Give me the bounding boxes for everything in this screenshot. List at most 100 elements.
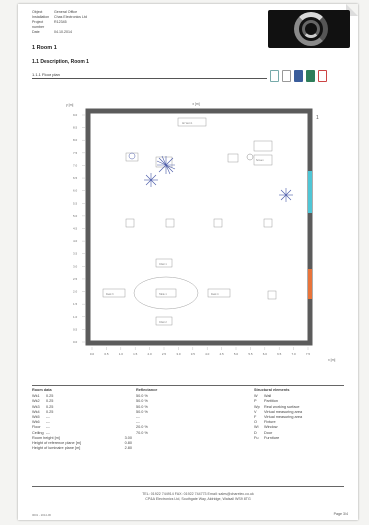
reflectance: Reflectance 50.0 % 50.0 % 50.0 % 50.0 % --- -… bbox=[136, 388, 216, 436]
structural-row: F Virtual measuring area bbox=[254, 415, 303, 420]
y-tick-label: 2.5 bbox=[73, 277, 78, 281]
x-tick-labels: 0.0 0.5 1.0 1.5 2.0 2.5 3.0 3.5 4.0 4.5 5.0 5.5 6.0 6… bbox=[90, 347, 310, 356]
structural-row: V Virtual measuring area bbox=[254, 409, 303, 414]
window bbox=[308, 171, 312, 213]
x-tick-label: 1.5 bbox=[133, 352, 138, 356]
chair-1 bbox=[155, 258, 173, 268]
desk-3 bbox=[102, 288, 126, 298]
plot-corner-label: 1 bbox=[316, 115, 319, 121]
y-tick-label: 9.0 bbox=[73, 113, 78, 117]
pc-3 bbox=[263, 218, 273, 228]
contact-block: TEL: 01922 744914 FAX: 01922 744773 Emai… bbox=[142, 492, 254, 501]
structural-row: Fu Furniture bbox=[254, 435, 280, 440]
reflectance-value: 50.0 % bbox=[136, 394, 148, 399]
structural-row: D Door bbox=[254, 430, 273, 435]
screen bbox=[253, 154, 273, 166]
chair-1-label: Chair 1 bbox=[159, 263, 167, 266]
x-tick-label: 3.5 bbox=[191, 352, 196, 356]
structural-row: W Wall bbox=[254, 394, 272, 399]
y-tick-label: 1.0 bbox=[73, 315, 78, 319]
project-meta: Object General Office Installation Chas El… bbox=[32, 10, 87, 34]
chair-3 bbox=[125, 218, 135, 228]
desk-4 bbox=[207, 288, 231, 298]
reflectance-value: --- bbox=[136, 415, 140, 420]
y-tick-label: 8.5 bbox=[73, 126, 78, 130]
room-data: Room data Wk1 0.25 Wk2 0.25 Wk3 0.25 Wk4 0.25 Wk… bbox=[32, 388, 132, 451]
reflectance-value: 70.0 % bbox=[136, 430, 148, 435]
y-tick-label: 7.0 bbox=[73, 163, 78, 167]
x-tick-label: 2.5 bbox=[162, 352, 167, 356]
desk-4-label: Desk 4 bbox=[211, 293, 219, 296]
x-tick-label: 4.0 bbox=[205, 352, 210, 356]
x-tick-label: 6.0 bbox=[263, 352, 268, 356]
y-tick-label: 7.5 bbox=[73, 151, 78, 155]
reflectance-value: 50.0 % bbox=[136, 409, 148, 414]
y-tick-labels: 9.0 8.5 8.0 7.5 7.0 6.5 6.0 5.5 5.0 4.5 4.0 3.5 3.0 2… bbox=[73, 113, 85, 344]
y-tick-label: 6.5 bbox=[73, 176, 78, 180]
x-tick-label: 0.0 bbox=[90, 352, 95, 356]
table-label: Table 1 bbox=[159, 293, 167, 296]
room-data-row: Wk4 0.25 bbox=[32, 409, 54, 414]
air-vent-label: Air Vent 1 bbox=[182, 122, 193, 125]
subsection-heading: 1.1 Description, Room 1 bbox=[32, 59, 89, 65]
footer-reference: 0001 - 2014-06 bbox=[32, 513, 51, 517]
room-data-row: Wk5 --- bbox=[32, 415, 50, 420]
y-tick-label: 0.0 bbox=[73, 340, 78, 344]
structural-elements: Structural elements W Wall P Partition Wp Rea… bbox=[254, 388, 354, 441]
plot-left-label: y [m] bbox=[66, 103, 73, 107]
y-tick-label: 3.0 bbox=[73, 264, 78, 268]
room-data-row: Wk6 --- bbox=[32, 420, 50, 425]
room-data-row: Ceiling --- bbox=[32, 430, 50, 435]
y-tick-label: 0.5 bbox=[73, 327, 78, 331]
meeting-table bbox=[133, 276, 199, 310]
x-tick-label: 3.0 bbox=[176, 352, 181, 356]
table-divider bbox=[32, 385, 344, 386]
desk-1 bbox=[125, 152, 139, 162]
company-logo bbox=[268, 10, 350, 48]
y-tick-label: 8.0 bbox=[73, 138, 78, 142]
y-tick-label: 3.5 bbox=[73, 252, 78, 256]
logo-inner-ring bbox=[302, 20, 320, 38]
x-tick-label: 7.0 bbox=[292, 352, 297, 356]
measure-marker-1 bbox=[156, 155, 176, 175]
table-label-box bbox=[155, 288, 177, 298]
x-axis-unit: x [m] bbox=[328, 358, 335, 362]
chair-4 bbox=[165, 218, 175, 228]
y-tick-label: 2.0 bbox=[73, 290, 78, 294]
blue-tag-icon bbox=[294, 70, 303, 82]
room-wall bbox=[85, 108, 313, 346]
measure-marker-2 bbox=[144, 173, 158, 187]
floor-plan-heading: 1.1.1 Floor plan bbox=[32, 72, 60, 77]
luminaire-icon bbox=[270, 70, 279, 82]
footer-divider bbox=[32, 486, 344, 487]
x-tick-label: 1.0 bbox=[119, 352, 124, 356]
y-tick-label: 5.5 bbox=[73, 201, 78, 205]
chair-2-label: Chair 2 bbox=[159, 321, 167, 324]
measure-marker-3 bbox=[279, 188, 293, 202]
x-tick-label: 5.5 bbox=[248, 352, 253, 356]
screen-label: Screen bbox=[256, 159, 264, 162]
chair-2 bbox=[155, 316, 173, 326]
y-tick-label: 5.0 bbox=[73, 214, 78, 218]
sensor-icon bbox=[282, 70, 291, 82]
page-number: Page 3/4 bbox=[333, 512, 348, 516]
structural-row: Wi Window bbox=[254, 425, 278, 430]
structural-row: O Fixture bbox=[254, 420, 276, 425]
y-tick-label: 6.0 bbox=[73, 189, 78, 193]
room-dimension-row: Room height [m] 3.00 bbox=[32, 435, 132, 440]
luminaire-marker-1 bbox=[128, 152, 136, 160]
x-tick-label: 5.0 bbox=[234, 352, 239, 356]
x-tick-label: 0.5 bbox=[104, 352, 109, 356]
plot-top-label: x [m] bbox=[192, 102, 199, 106]
room-data-row: Wk1 0.25 bbox=[32, 394, 54, 399]
floor-plan: x [m] y [m] 1 9.0 8.5 8.0 7.5 7.0 6.5 6.0 5.5 5.… bbox=[66, 102, 335, 362]
air-vent bbox=[177, 117, 207, 127]
y-tick-label: 4.5 bbox=[73, 227, 78, 231]
green-tag-icon bbox=[306, 70, 315, 82]
room-dimension-row: Height of reference plane [m] 0.80 bbox=[32, 441, 132, 446]
element-badges bbox=[270, 70, 327, 82]
y-tick-label: 4.0 bbox=[73, 239, 78, 243]
reflectance-value: 50.0 % bbox=[136, 399, 148, 404]
person-icon bbox=[318, 70, 327, 82]
luminaire-marker-2 bbox=[246, 153, 254, 161]
